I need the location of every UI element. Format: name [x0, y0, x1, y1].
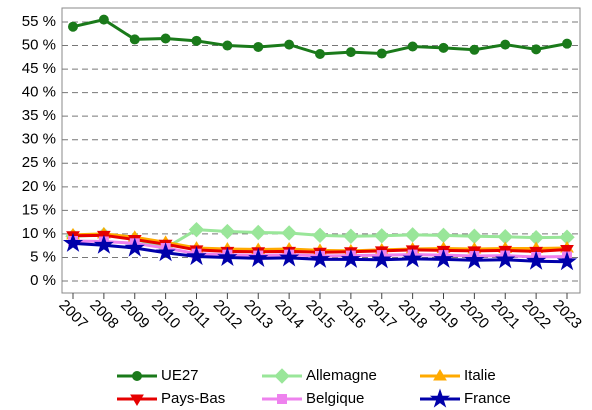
- legend-marker: [274, 368, 290, 384]
- legend-marker: [132, 371, 142, 381]
- data-point: [68, 21, 78, 32]
- data-point: [376, 48, 387, 59]
- x-tick-label: 2009: [117, 297, 153, 333]
- data-point: [433, 248, 454, 268]
- data-point: [438, 42, 449, 53]
- x-tick-label: 2008: [86, 297, 122, 333]
- data-point: [531, 44, 542, 55]
- data-point: [469, 44, 480, 55]
- data-point: [155, 242, 176, 262]
- data-point: [284, 39, 295, 50]
- data-point: [253, 41, 264, 52]
- x-tick-label: 2011: [179, 297, 214, 332]
- data-point: [219, 223, 236, 240]
- data-point: [404, 227, 421, 243]
- legend-label: Allemagne: [306, 367, 377, 384]
- x-tick-label: 2022: [518, 297, 554, 333]
- x-tick-label: 2015: [302, 297, 338, 333]
- x-tick-label: 2013: [241, 297, 277, 333]
- y-tick-label: 55 %: [22, 13, 56, 30]
- x-tick-label: 2016: [333, 297, 369, 333]
- y-tick-label: 40 %: [22, 84, 56, 101]
- data-point: [562, 38, 572, 49]
- data-point: [217, 246, 238, 266]
- y-tick-label: 45 %: [22, 60, 56, 77]
- y-tick-label: 50 %: [22, 37, 56, 54]
- legend-marker: [130, 394, 144, 406]
- data-point: [466, 228, 483, 244]
- data-point: [560, 244, 574, 257]
- data-point: [191, 35, 202, 46]
- data-point: [556, 251, 578, 271]
- data-point: [309, 248, 331, 268]
- legend-marker: [433, 369, 447, 381]
- data-point: [98, 14, 109, 25]
- legend-marker: [277, 394, 287, 404]
- x-tick-label: 2014: [271, 297, 307, 333]
- data-point: [464, 249, 485, 269]
- x-tick-label: 2019: [426, 297, 462, 333]
- x-tick-label: 2010: [148, 297, 184, 333]
- y-tick-label: 15 %: [22, 201, 56, 218]
- y-tick-label: 5 %: [30, 248, 56, 265]
- data-point: [124, 237, 145, 257]
- data-point: [281, 225, 297, 241]
- data-point: [495, 249, 516, 269]
- legend-label: UE27: [161, 367, 199, 384]
- data-point: [279, 247, 300, 267]
- data-point: [248, 247, 269, 267]
- data-point: [315, 49, 325, 60]
- y-tick-label: 0 %: [30, 272, 56, 289]
- x-tick-label: 2021: [488, 297, 524, 333]
- data-point: [129, 34, 140, 45]
- legend-label: Belgique: [306, 390, 364, 407]
- data-point: [402, 248, 423, 268]
- data-point: [340, 248, 361, 268]
- data-point: [374, 228, 390, 244]
- data-point: [222, 40, 233, 51]
- x-tick-label: 2017: [364, 297, 400, 333]
- y-tick-label: 35 %: [22, 107, 56, 124]
- data-point: [93, 234, 114, 254]
- x-tick-label: 2018: [395, 297, 431, 333]
- data-point: [526, 250, 547, 270]
- data-point: [435, 227, 452, 244]
- legend-label: Italie: [464, 367, 496, 384]
- y-tick-label: 30 %: [22, 131, 56, 148]
- legend-marker: [429, 388, 451, 408]
- data-point: [345, 47, 356, 58]
- data-point: [407, 41, 418, 52]
- data-point: [160, 33, 171, 44]
- x-tick-label: 2020: [457, 297, 493, 333]
- data-point: [312, 227, 328, 244]
- data-point: [371, 249, 392, 269]
- data-point: [62, 232, 84, 252]
- data-point: [188, 221, 205, 238]
- y-tick-label: 25 %: [22, 154, 56, 171]
- y-tick-label: 10 %: [22, 225, 56, 242]
- x-tick-label: 2007: [55, 297, 91, 333]
- x-tick-label: 2023: [549, 297, 585, 333]
- y-tick-label: 20 %: [22, 178, 56, 195]
- legend-label: France: [464, 390, 511, 407]
- series-line: [72, 18, 568, 56]
- data-point: [186, 245, 207, 266]
- legend-label: Pays-Bas: [161, 390, 225, 407]
- data-point: [500, 39, 511, 50]
- data-point: [343, 228, 359, 244]
- x-tick-label: 2012: [210, 297, 246, 333]
- data-point: [250, 224, 266, 241]
